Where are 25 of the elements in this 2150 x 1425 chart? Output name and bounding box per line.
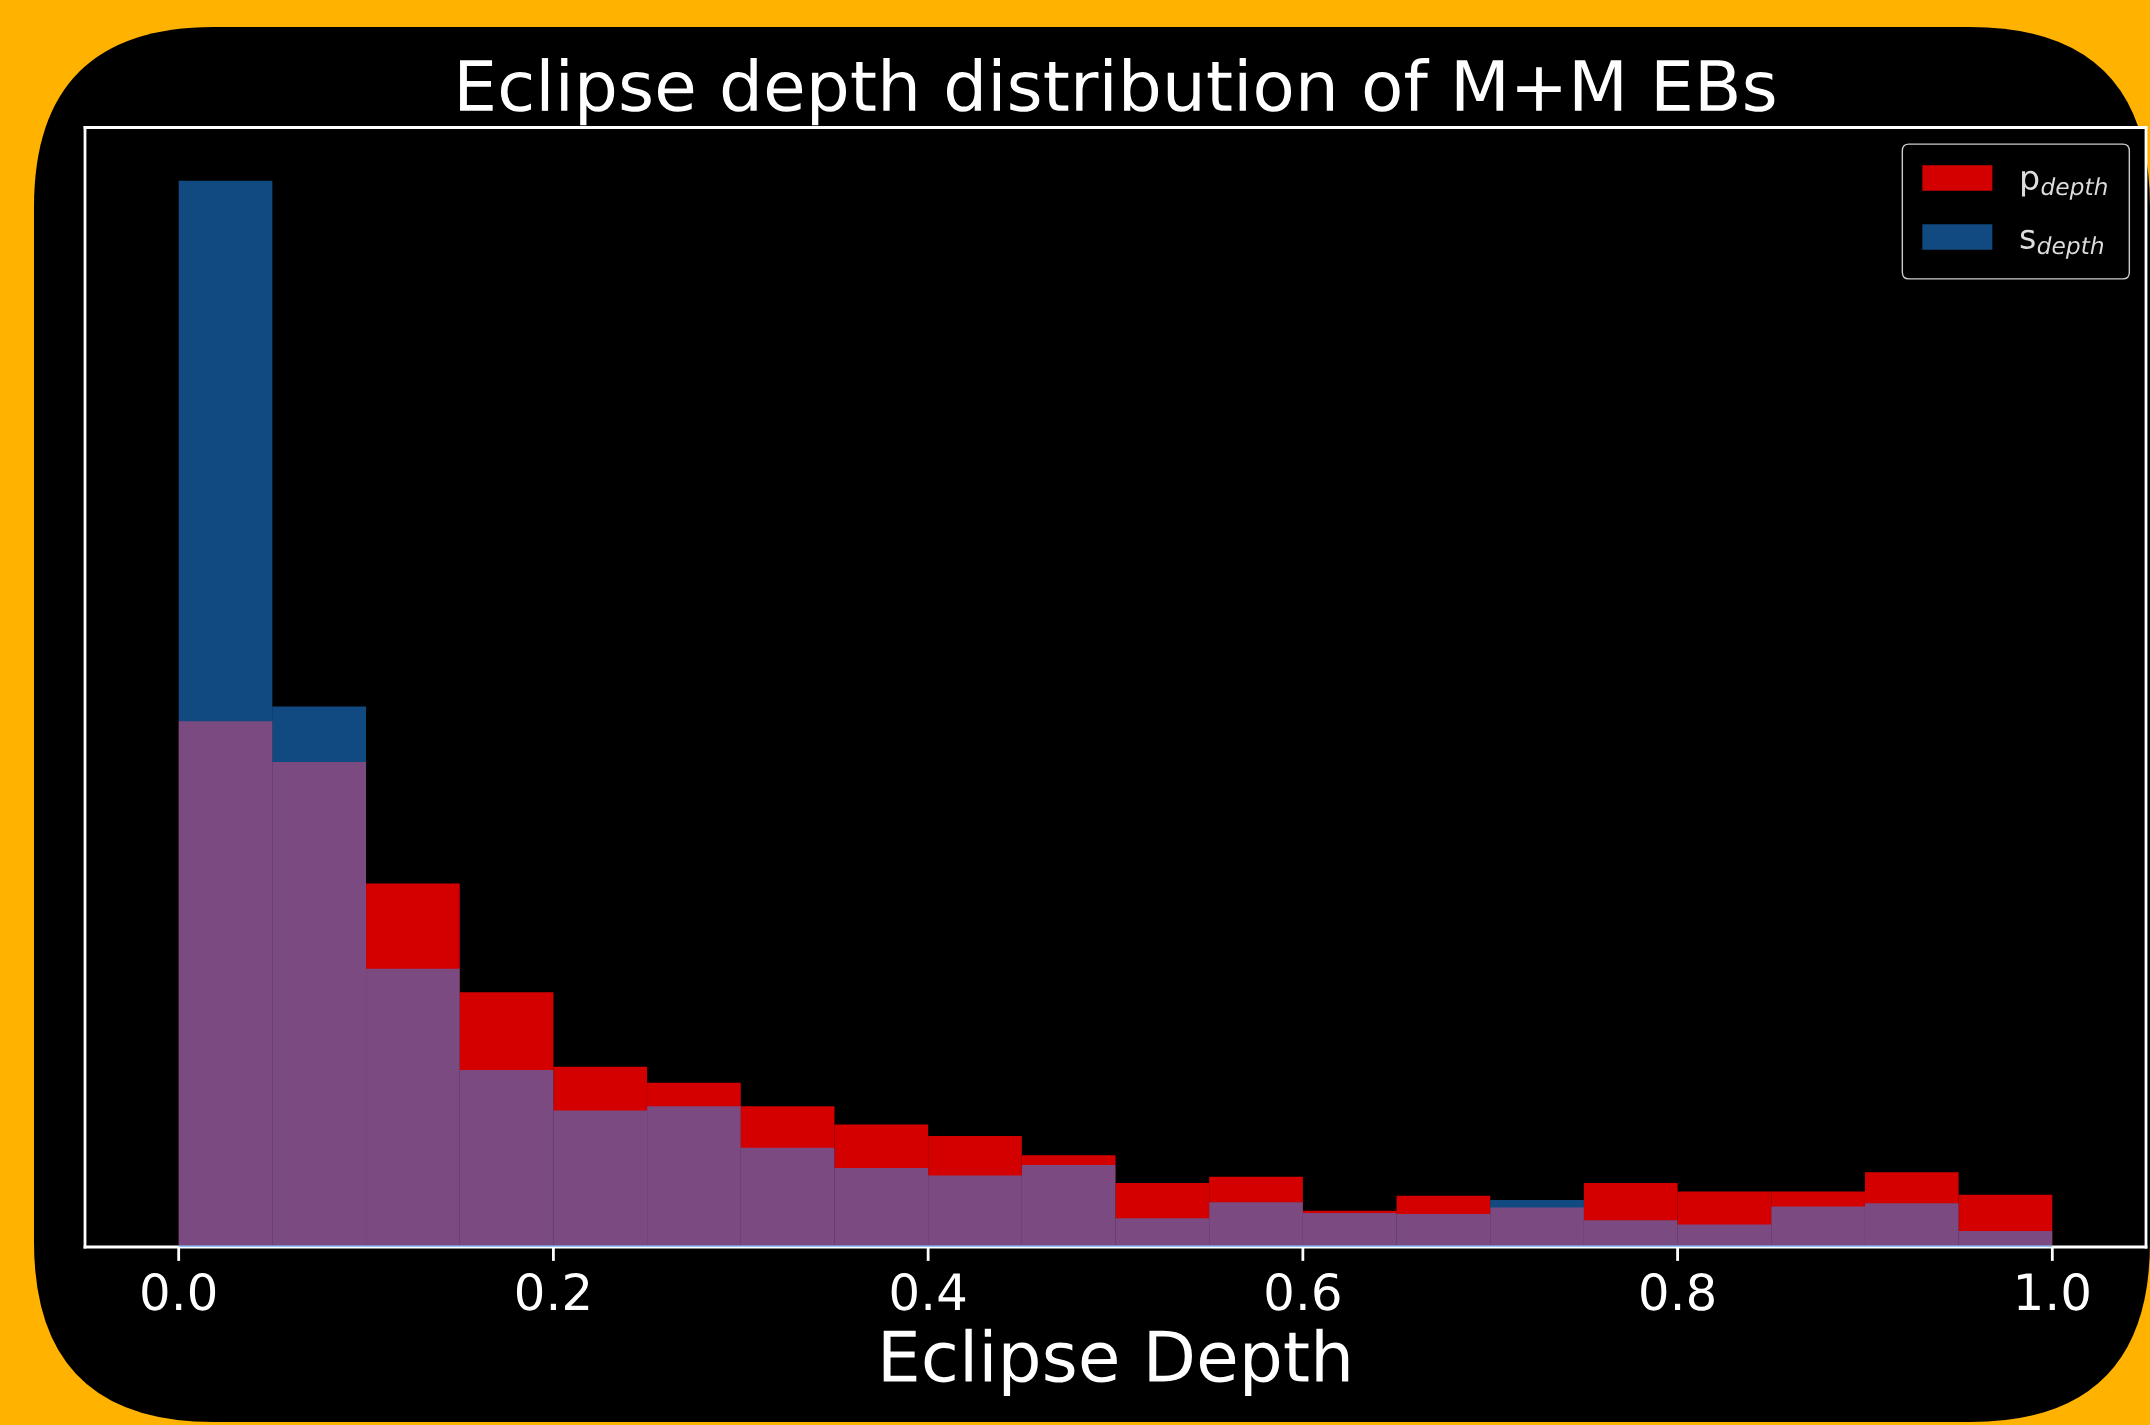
legend-label: s$_{depth}$ — [2020, 229, 2104, 259]
bar — [1958, 1231, 2053, 1247]
bar — [178, 180, 273, 1247]
x-axis-title: Eclipse Depth — [883, 1328, 1349, 1396]
bar — [1864, 1203, 1959, 1247]
x-tick-label: 0.4 — [891, 1272, 966, 1311]
bar — [366, 968, 460, 1247]
bar — [1583, 1220, 1678, 1247]
x-tick-label: 0.2 — [516, 1272, 589, 1311]
x-tick-label: 0.0 — [142, 1272, 216, 1311]
x-tick-label: 0.8 — [1641, 1272, 1714, 1311]
bar — [1677, 1224, 1772, 1247]
bar — [553, 1110, 648, 1247]
bar — [1771, 1206, 1865, 1247]
bar — [459, 1070, 554, 1247]
bar — [1396, 1213, 1491, 1247]
bar — [1209, 1202, 1303, 1247]
bar — [1115, 1218, 1210, 1247]
bar — [834, 1168, 929, 1247]
chart-title: Eclipse depth distribution of M+M EBs — [460, 58, 1775, 126]
legend-label: p$_{depth}$ — [2022, 170, 2107, 200]
bar — [928, 1175, 1022, 1247]
x-tick-label: 0.6 — [1266, 1272, 1340, 1311]
bar — [740, 1147, 835, 1247]
x-tick-label: 1.0 — [2018, 1272, 2089, 1311]
